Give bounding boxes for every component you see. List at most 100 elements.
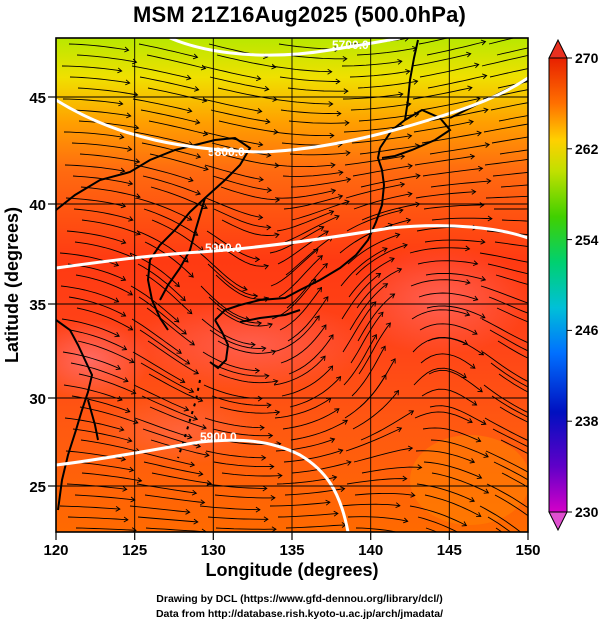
streamline [359, 145, 420, 155]
streamline [488, 38, 516, 45]
streamline [290, 178, 351, 188]
streamline [290, 419, 348, 441]
streamline [274, 164, 335, 168]
streamline [413, 121, 474, 133]
y-tick-label: 25 [29, 479, 46, 496]
streamline [498, 115, 528, 122]
streamline [207, 516, 268, 520]
streamline [81, 219, 141, 235]
x-axis-title: Longitude (degrees) [205, 560, 378, 580]
streamline-arrow [465, 279, 471, 285]
streamline-arrow [380, 345, 386, 351]
streamline [340, 247, 388, 287]
streamline [202, 351, 260, 372]
streamline-arrow [277, 472, 283, 479]
streamline [418, 38, 450, 45]
streamline [76, 307, 133, 331]
streamline [284, 215, 340, 243]
streamline-arrow [544, 63, 548, 68]
streamline-arrow [402, 242, 408, 249]
streamline [483, 123, 528, 133]
streamline-arrow [328, 101, 334, 107]
streamline-arrow [257, 108, 263, 114]
streamline [74, 494, 135, 501]
streamline [131, 318, 182, 354]
streamline [219, 406, 280, 414]
x-tick-label: 135 [279, 542, 304, 559]
streamline [204, 417, 265, 429]
streamline [426, 41, 486, 56]
streamline-arrow [540, 524, 545, 529]
streamline-arrow [323, 230, 329, 236]
streamline-arrow [415, 173, 421, 179]
x-tick-label: 145 [437, 542, 462, 559]
streamline-arrow [120, 311, 127, 317]
streamline-arrow [399, 153, 406, 160]
streamline-arrow [473, 295, 479, 302]
streamline [493, 461, 528, 481]
streamline-arrow [264, 85, 270, 92]
streamline-arrow [417, 464, 423, 471]
streamline-arrow [536, 51, 540, 56]
streamline-arrow [180, 295, 186, 302]
streamline-arrow [397, 58, 403, 65]
streamline-arrow [179, 378, 186, 384]
streamline-arrow [476, 512, 482, 518]
streamline-arrow [542, 193, 546, 198]
streamline-arrow [334, 408, 340, 414]
streamline [427, 75, 487, 89]
streamline [205, 197, 263, 219]
streamline-arrow [192, 53, 199, 60]
streamline-arrow [261, 345, 267, 352]
streamline-arrow [385, 322, 391, 328]
streamline [209, 76, 269, 90]
streamline-arrow [381, 374, 387, 380]
streamline-arrow [542, 487, 547, 491]
streamline [149, 406, 207, 429]
streamline [147, 340, 199, 374]
streamline [151, 472, 212, 484]
streamline [355, 244, 408, 276]
streamline-arrow [403, 517, 409, 524]
streamline-arrow [525, 535, 530, 540]
streamline [361, 466, 422, 474]
streamline-arrow [123, 516, 129, 523]
streamline-arrow [128, 216, 134, 222]
streamline [487, 516, 512, 532]
colorbar-scale [548, 57, 568, 513]
streamline-arrow [184, 359, 191, 365]
streamline-arrow [256, 75, 262, 82]
streamline [491, 395, 528, 418]
streamline [201, 65, 261, 80]
colorbar-top-arrow [548, 38, 568, 59]
streamline [62, 351, 121, 370]
colorbar-tick-label: 238 [575, 413, 599, 429]
streamline-arrow [461, 521, 468, 527]
streamline-arrow [484, 142, 491, 148]
streamline-arrow [176, 348, 182, 354]
streamline [424, 239, 485, 243]
streamline [348, 257, 395, 298]
streamline [142, 175, 201, 195]
streamline [422, 167, 483, 177]
streamline [61, 65, 122, 72]
streamline [134, 164, 194, 182]
streamline-arrow [329, 437, 336, 443]
streamline-arrow [120, 275, 127, 281]
y-tick-label: 35 [29, 297, 46, 314]
streamline [131, 65, 191, 79]
streamline-arrow [473, 29, 478, 34]
streamline-arrow [202, 203, 208, 210]
streamline [494, 241, 528, 247]
streamline-arrow [465, 245, 471, 252]
streamline-arrow [531, 412, 536, 417]
streamline-arrow [201, 97, 208, 103]
streamline [137, 516, 198, 523]
streamline-arrow [265, 118, 271, 125]
streamline-arrow [470, 363, 476, 369]
streamline [356, 47, 417, 56]
streamline [77, 340, 135, 363]
streamline [354, 492, 415, 496]
streamline [411, 53, 471, 67]
